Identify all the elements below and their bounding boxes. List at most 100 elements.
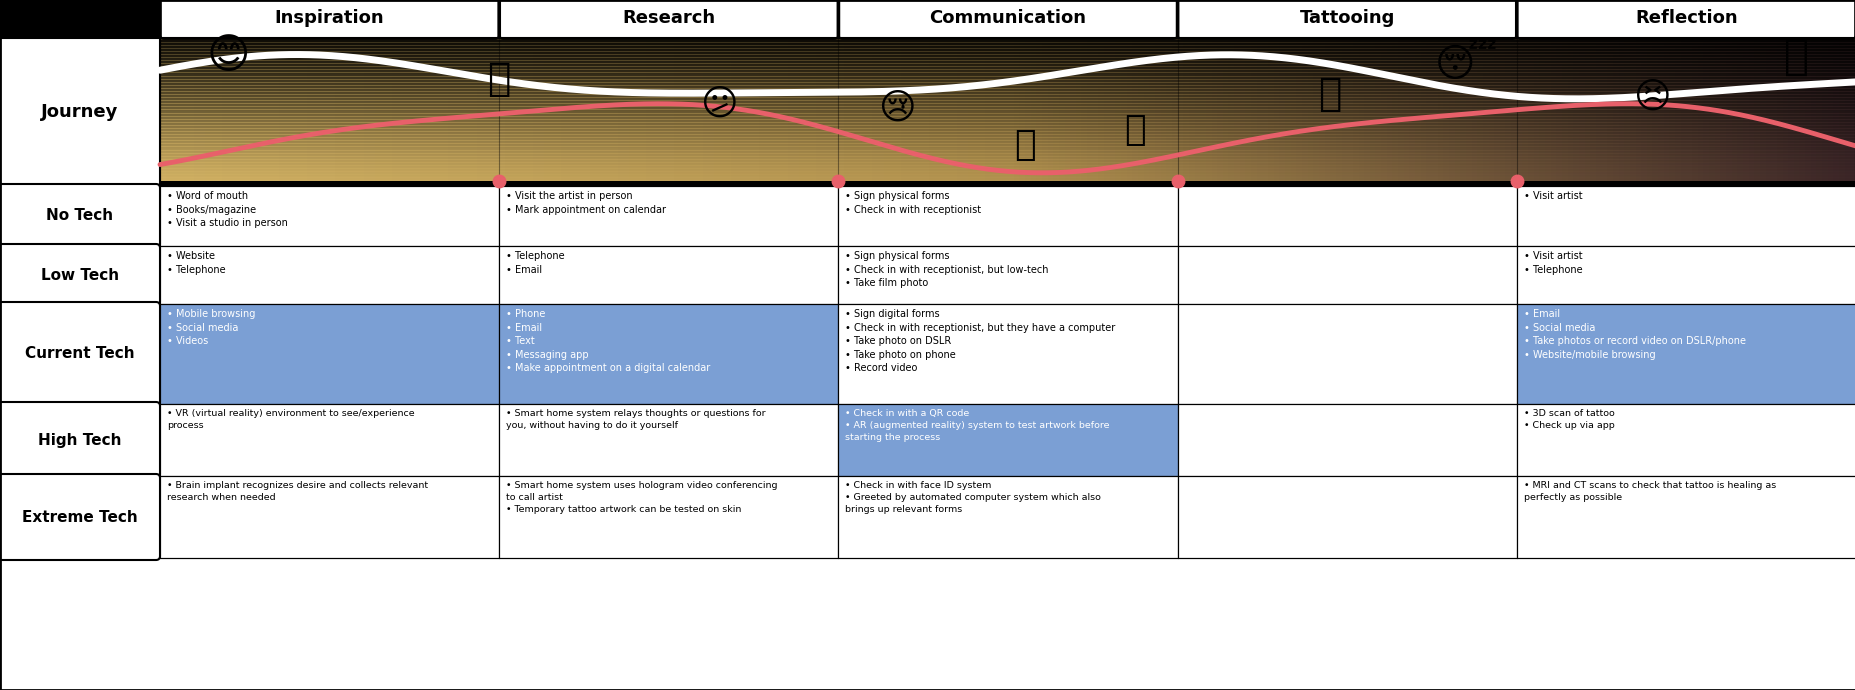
- Bar: [916, 38, 924, 186]
- Text: 😤: 😤: [1013, 128, 1035, 161]
- Bar: [1295, 38, 1302, 186]
- Bar: [160, 186, 499, 246]
- Text: • Sign physical forms
• Check in with receptionist: • Sign physical forms • Check in with re…: [844, 191, 981, 215]
- Bar: [160, 77, 1855, 79]
- Bar: [160, 44, 1855, 47]
- Text: • Mobile browsing
• Social media
• Videos: • Mobile browsing • Social media • Video…: [167, 309, 256, 346]
- Bar: [781, 38, 788, 186]
- Bar: [160, 132, 1855, 134]
- Bar: [160, 141, 1855, 143]
- Bar: [1148, 38, 1156, 186]
- Bar: [160, 177, 1855, 180]
- Bar: [284, 38, 291, 186]
- Bar: [397, 38, 404, 186]
- Text: • Phone
• Email
• Text
• Messaging app
• Make appointment on a digital calendar: • Phone • Email • Text • Messaging app •…: [506, 309, 710, 373]
- Text: Current Tech: Current Tech: [26, 346, 135, 362]
- Bar: [1816, 38, 1822, 186]
- Bar: [160, 124, 1855, 127]
- Bar: [979, 38, 985, 186]
- Bar: [317, 38, 325, 186]
- Bar: [160, 148, 1855, 150]
- Bar: [160, 108, 1855, 110]
- Bar: [1686, 38, 1692, 186]
- Bar: [160, 181, 1855, 183]
- Text: • Website
• Telephone: • Website • Telephone: [167, 251, 226, 275]
- Bar: [1245, 38, 1252, 186]
- Bar: [160, 133, 1855, 136]
- Bar: [369, 38, 375, 186]
- Bar: [1189, 38, 1195, 186]
- Bar: [1668, 38, 1675, 186]
- Bar: [1527, 38, 1534, 186]
- FancyBboxPatch shape: [0, 244, 160, 306]
- Bar: [1176, 404, 1516, 476]
- Bar: [1692, 38, 1697, 186]
- Bar: [640, 38, 647, 186]
- Bar: [1369, 38, 1376, 186]
- Bar: [1432, 38, 1438, 186]
- Bar: [160, 135, 1855, 137]
- Bar: [618, 38, 625, 186]
- Bar: [160, 176, 1855, 179]
- Bar: [905, 38, 913, 186]
- Bar: [160, 71, 1855, 74]
- Bar: [160, 79, 1855, 81]
- Bar: [1618, 38, 1625, 186]
- Bar: [1551, 38, 1556, 186]
- Bar: [1261, 38, 1269, 186]
- Bar: [838, 476, 1176, 558]
- Bar: [1454, 38, 1460, 186]
- Bar: [160, 120, 1855, 122]
- Bar: [160, 43, 1855, 46]
- Bar: [160, 404, 499, 476]
- Bar: [1792, 38, 1799, 186]
- Bar: [1137, 38, 1145, 186]
- Bar: [1256, 38, 1263, 186]
- Bar: [1154, 38, 1161, 186]
- Bar: [482, 38, 488, 186]
- Bar: [946, 38, 952, 186]
- Bar: [206, 38, 211, 186]
- Bar: [160, 92, 1855, 95]
- Bar: [889, 38, 896, 186]
- Text: • Smart home system uses hologram video conferencing
to call artist
• Temporary : • Smart home system uses hologram video …: [506, 481, 777, 514]
- Bar: [974, 38, 979, 186]
- Bar: [1584, 38, 1590, 186]
- Bar: [822, 38, 827, 186]
- Bar: [1002, 38, 1009, 186]
- Bar: [1347, 38, 1352, 186]
- Bar: [380, 38, 388, 186]
- Bar: [1731, 38, 1738, 186]
- Bar: [1781, 38, 1788, 186]
- Bar: [922, 38, 929, 186]
- Bar: [662, 38, 670, 186]
- Bar: [223, 38, 228, 186]
- Bar: [560, 38, 568, 186]
- Bar: [1176, 304, 1516, 404]
- Bar: [160, 151, 1855, 153]
- Bar: [160, 61, 1855, 63]
- Bar: [160, 163, 1855, 166]
- Bar: [499, 246, 838, 304]
- Bar: [798, 38, 805, 186]
- Bar: [1098, 38, 1104, 186]
- Bar: [1132, 38, 1139, 186]
- Bar: [160, 117, 1855, 119]
- Bar: [590, 38, 595, 186]
- Bar: [160, 95, 1855, 97]
- Bar: [1228, 38, 1234, 186]
- Bar: [1391, 38, 1399, 186]
- Bar: [1562, 38, 1567, 186]
- Bar: [160, 58, 1855, 60]
- Bar: [1606, 38, 1614, 186]
- Bar: [160, 38, 1855, 186]
- Bar: [160, 98, 1855, 100]
- Bar: [160, 476, 499, 558]
- Bar: [1833, 38, 1838, 186]
- Bar: [160, 161, 1855, 164]
- Bar: [160, 106, 1855, 109]
- Bar: [1499, 38, 1506, 186]
- FancyBboxPatch shape: [0, 302, 160, 406]
- Bar: [1273, 38, 1280, 186]
- Bar: [612, 38, 618, 186]
